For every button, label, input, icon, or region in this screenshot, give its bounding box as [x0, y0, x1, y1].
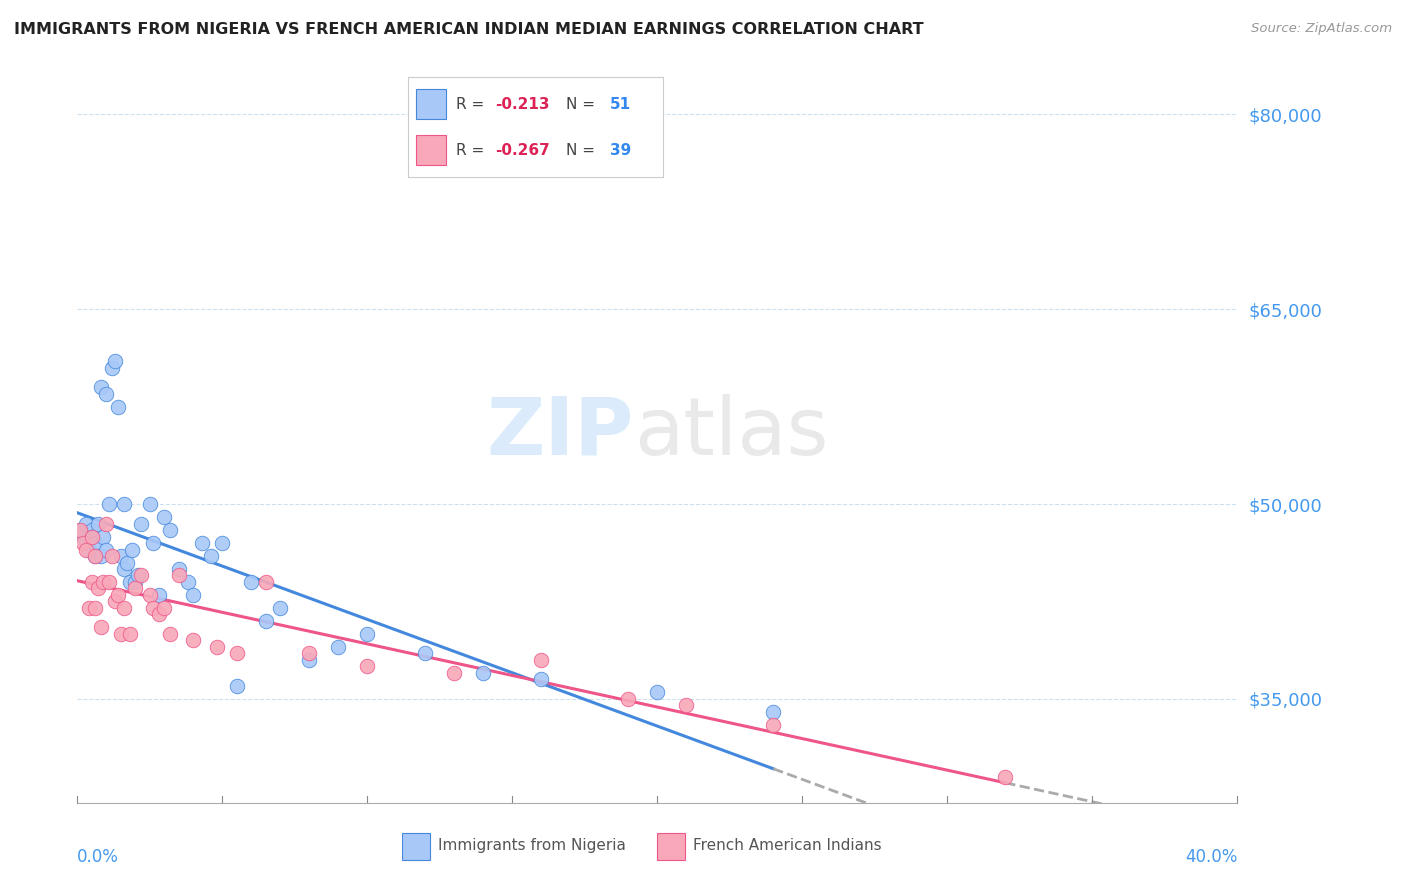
Point: [254, 574, 277, 589]
Text: 40.0%: 40.0%: [1185, 848, 1237, 866]
Point: [80, 529, 103, 543]
Point: [115, 556, 138, 570]
Text: atlas: atlas: [634, 393, 828, 472]
Point: [101, 360, 124, 375]
Point: [159, 627, 181, 641]
Point: [96, 542, 118, 557]
Point: [104, 594, 127, 608]
Point: [298, 647, 321, 661]
Point: [413, 647, 436, 661]
Point: [328, 640, 350, 654]
Point: [142, 601, 165, 615]
Point: [72, 536, 94, 550]
Point: [994, 770, 1017, 784]
Point: [107, 588, 129, 602]
Point: [80, 523, 103, 537]
Point: [96, 386, 118, 401]
Point: [69, 523, 91, 537]
Point: [86, 582, 108, 596]
Text: Source: ZipAtlas.com: Source: ZipAtlas.com: [1251, 22, 1392, 36]
Text: 0.0%: 0.0%: [77, 848, 120, 866]
Point: [83, 536, 105, 550]
Point: [124, 574, 146, 589]
Point: [762, 718, 785, 732]
Point: [112, 562, 135, 576]
Point: [107, 400, 129, 414]
Point: [205, 640, 228, 654]
Point: [93, 574, 115, 589]
Point: [112, 601, 135, 615]
Point: [118, 574, 141, 589]
Point: [93, 529, 115, 543]
Point: [472, 665, 495, 680]
Point: [83, 601, 105, 615]
Point: [83, 549, 105, 563]
Point: [167, 562, 190, 576]
Text: IMMIGRANTS FROM NIGERIA VS FRENCH AMERICAN INDIAN MEDIAN EARNINGS CORRELATION CH: IMMIGRANTS FROM NIGERIA VS FRENCH AMERIC…: [14, 22, 924, 37]
Point: [80, 529, 103, 543]
Point: [443, 665, 465, 680]
Point: [129, 516, 152, 531]
Point: [72, 529, 94, 543]
Point: [176, 574, 198, 589]
Point: [75, 536, 97, 550]
Point: [167, 568, 190, 582]
Point: [647, 685, 669, 699]
Point: [69, 523, 91, 537]
Point: [530, 653, 553, 667]
Point: [191, 536, 214, 550]
Point: [77, 601, 100, 615]
Point: [118, 627, 141, 641]
Point: [269, 601, 291, 615]
Point: [110, 549, 132, 563]
Point: [153, 601, 176, 615]
Point: [356, 659, 378, 673]
Point: [129, 568, 152, 582]
Point: [96, 516, 118, 531]
Point: [142, 536, 165, 550]
Point: [75, 542, 97, 557]
Point: [98, 574, 121, 589]
Point: [159, 523, 181, 537]
Point: [112, 497, 135, 511]
Point: [298, 653, 321, 667]
Point: [225, 647, 247, 661]
Point: [675, 698, 697, 713]
Point: [75, 516, 97, 531]
Point: [530, 673, 553, 687]
Point: [225, 679, 247, 693]
Point: [148, 607, 170, 622]
Point: [148, 588, 170, 602]
Point: [139, 497, 162, 511]
Point: [356, 627, 378, 641]
Point: [153, 510, 176, 524]
Point: [80, 574, 103, 589]
Point: [83, 549, 105, 563]
Point: [90, 549, 111, 563]
Point: [127, 568, 149, 582]
Text: ZIP: ZIP: [486, 393, 634, 472]
Point: [183, 633, 205, 648]
Point: [90, 380, 111, 394]
Point: [90, 620, 111, 634]
Point: [98, 497, 121, 511]
Point: [104, 354, 127, 368]
Point: [86, 516, 108, 531]
Point: [101, 549, 124, 563]
Point: [121, 542, 143, 557]
Point: [254, 614, 277, 628]
Point: [200, 549, 222, 563]
Point: [139, 588, 162, 602]
Point: [124, 582, 146, 596]
Point: [240, 574, 263, 589]
Point: [77, 542, 100, 557]
Point: [183, 588, 205, 602]
Point: [110, 627, 132, 641]
Point: [762, 705, 785, 719]
Point: [211, 536, 233, 550]
Point: [617, 692, 640, 706]
